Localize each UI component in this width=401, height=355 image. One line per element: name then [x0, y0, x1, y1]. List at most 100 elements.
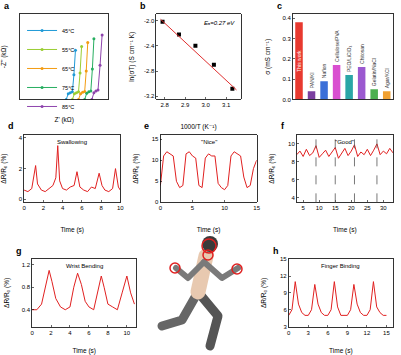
svg-text:f: f [281, 121, 285, 131]
svg-text:2: 2 [49, 330, 53, 336]
svg-text:d: d [8, 121, 14, 131]
svg-text:Time (s): Time (s) [197, 226, 221, 234]
svg-text:ln(σT) (S cm⁻¹ K): ln(σT) (S cm⁻¹ K) [128, 32, 136, 82]
svg-text:9: 9 [346, 330, 350, 336]
svg-text:2: 2 [42, 205, 46, 211]
svg-text:PAN/KI: PAN/KI [309, 72, 315, 88]
svg-text:3: 3 [283, 324, 287, 330]
svg-text:6: 6 [87, 330, 91, 336]
svg-text:5: 5 [191, 205, 195, 211]
svg-text:10: 10 [124, 330, 131, 336]
svg-text:Time (s): Time (s) [329, 347, 353, 355]
svg-text:Gelatin/NaCl: Gelatin/NaCl [371, 58, 377, 86]
svg-text:12: 12 [280, 273, 287, 279]
svg-text:4: 4 [291, 195, 295, 201]
svg-text:10: 10 [117, 205, 124, 211]
svg-text:15: 15 [152, 136, 159, 142]
svg-text:15: 15 [332, 205, 339, 211]
svg-text:3.0: 3.0 [202, 102, 211, 108]
svg-text:6: 6 [291, 177, 295, 183]
svg-text:5: 5 [155, 178, 159, 184]
svg-text:0: 0 [19, 196, 23, 202]
svg-text:a: a [4, 1, 10, 11]
svg-text:85°C: 85°C [62, 104, 74, 110]
svg-text:Agar/KCl: Agar/KCl [384, 68, 390, 88]
svg-text:0.2: 0.2 [282, 56, 291, 62]
svg-text:6: 6 [326, 330, 330, 336]
svg-text:6: 6 [80, 205, 84, 211]
svg-text:10: 10 [288, 141, 295, 147]
svg-text:Time (s): Time (s) [72, 347, 96, 355]
svg-text:45°C: 45°C [62, 28, 74, 34]
svg-text:10: 10 [152, 157, 159, 163]
svg-text:ΔR/R₀ (%): ΔR/R₀ (%) [0, 154, 8, 184]
svg-text:Z' (kΩ): Z' (kΩ) [54, 116, 73, 124]
svg-text:ΔR/R₀ (%): ΔR/R₀ (%) [268, 154, 276, 184]
svg-text:2.8: 2.8 [160, 102, 169, 108]
svg-text:15: 15 [253, 205, 260, 211]
svg-text:15: 15 [383, 330, 390, 336]
svg-text:0.8: 0.8 [22, 284, 31, 290]
svg-text:2: 2 [19, 166, 23, 172]
svg-text:PEO/LiClO₄: PEO/LiClO₄ [346, 46, 352, 72]
svg-text:-3.2: -3.2 [144, 93, 155, 99]
svg-text:0: 0 [22, 205, 26, 211]
svg-text:Cellulose/PVA: Cellulose/PVA [334, 30, 340, 62]
svg-text:ΔR/R₀ (%): ΔR/R₀ (%) [132, 154, 140, 184]
svg-text:σ (mS cm⁻¹): σ (mS cm⁻¹) [264, 39, 272, 75]
svg-text:65°C: 65°C [62, 66, 74, 72]
svg-text:ΔR/R₀ (%): ΔR/R₀ (%) [3, 278, 11, 308]
svg-text:e: e [144, 121, 149, 131]
svg-text:0.4: 0.4 [282, 15, 291, 21]
svg-text:30: 30 [380, 205, 387, 211]
svg-text:-2.8: -2.8 [144, 68, 155, 74]
svg-text:Nafion: Nafion [321, 63, 327, 78]
svg-text:10: 10 [221, 205, 228, 211]
svg-text:-Z'' (kΩ): -Z'' (kΩ) [0, 45, 8, 68]
svg-text:15: 15 [280, 256, 287, 262]
svg-text:-2.0: -2.0 [144, 18, 155, 24]
svg-text:6: 6 [283, 307, 287, 313]
svg-text:Finger Binding: Finger Binding [321, 263, 360, 269]
svg-text:8: 8 [291, 159, 295, 165]
svg-text:0: 0 [30, 330, 34, 336]
svg-text:75°C: 75°C [62, 85, 74, 91]
svg-text:-2.4: -2.4 [144, 43, 155, 49]
svg-text:5: 5 [301, 205, 305, 211]
svg-text:0: 0 [287, 330, 291, 336]
svg-text:0.4: 0.4 [22, 307, 31, 313]
svg-text:9: 9 [283, 290, 287, 296]
svg-text:4: 4 [68, 330, 72, 336]
svg-text:4: 4 [61, 205, 65, 211]
svg-text:10: 10 [316, 205, 323, 211]
svg-text:8: 8 [99, 205, 103, 211]
svg-text:55°C: 55°C [62, 47, 74, 53]
svg-text:4: 4 [19, 135, 23, 141]
svg-text:Swallowing: Swallowing [57, 139, 87, 145]
svg-text:Wrist Bending: Wrist Bending [66, 263, 103, 269]
svg-text:"Nice": "Nice" [201, 139, 217, 145]
svg-text:c: c [277, 1, 282, 11]
svg-text:12: 12 [364, 330, 371, 336]
svg-text:Time (s): Time (s) [60, 226, 84, 234]
svg-text:0: 0 [155, 199, 159, 205]
svg-text:Time (s): Time (s) [333, 226, 357, 234]
svg-text:0.3: 0.3 [282, 36, 291, 42]
svg-text:g: g [16, 246, 22, 256]
svg-text:This work: This work [296, 50, 302, 72]
svg-text:0.0: 0.0 [282, 97, 291, 103]
svg-text:h: h [273, 246, 279, 256]
svg-text:3.1: 3.1 [222, 102, 231, 108]
svg-text:Chitosan: Chitosan [359, 44, 365, 64]
svg-text:b: b [140, 1, 146, 11]
svg-text:ΔR/R₀ (%): ΔR/R₀ (%) [260, 278, 268, 308]
svg-text:25: 25 [364, 205, 371, 211]
svg-text:0.1: 0.1 [282, 76, 291, 82]
svg-text:1.2: 1.2 [22, 262, 31, 268]
svg-text:0: 0 [159, 205, 163, 211]
svg-text:20: 20 [348, 205, 355, 211]
svg-text:1000/T (K⁻¹): 1000/T (K⁻¹) [180, 123, 216, 131]
svg-text:3: 3 [307, 330, 311, 336]
svg-text:"Good": "Good" [335, 139, 354, 145]
svg-text:Eₐ=0.27 eV: Eₐ=0.27 eV [204, 20, 235, 26]
